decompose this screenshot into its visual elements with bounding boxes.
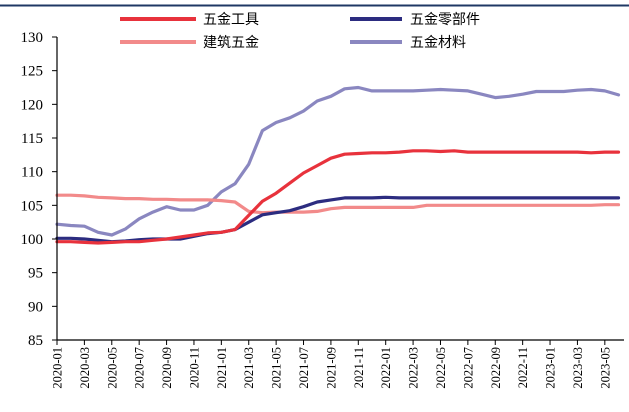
x-tick-label: 2020-07 — [133, 347, 147, 389]
series-line — [55, 149, 621, 245]
legend-label: 建筑五金 — [203, 35, 259, 51]
y-tick-label: 100 — [21, 232, 44, 248]
y-tick-label: 110 — [21, 165, 43, 181]
series-line — [55, 85, 621, 237]
y-tick-label: 90 — [28, 299, 43, 315]
x-axis-ticks: 2020-01 2020-03 2020-05 2020-07 2020-09 2020-… — [51, 340, 612, 389]
y-tick-label: 130 — [21, 30, 44, 46]
x-tick-label: 2021-07 — [297, 347, 311, 389]
x-tick-label: 2022-11 — [516, 347, 530, 388]
x-tick-label: 2022-01 — [379, 347, 393, 389]
x-tick-label: 2021-03 — [242, 347, 256, 389]
x-tick-label: 2022-09 — [489, 347, 503, 389]
x-tick-label: 2022-03 — [407, 347, 421, 389]
x-tick-label: 2022-07 — [461, 347, 475, 389]
x-tick-label: 2023-01 — [544, 347, 558, 389]
legend-label: 五金工具 — [203, 12, 259, 28]
x-tick-label: 2023-03 — [571, 347, 585, 389]
x-tick-label: 2020-11 — [187, 347, 201, 388]
x-tick-label: 2021-05 — [270, 347, 284, 389]
y-tick-label: 125 — [21, 64, 44, 80]
legend-label: 五金零部件 — [410, 12, 480, 28]
y-tick-label: 85 — [28, 333, 43, 349]
x-tick-label: 2022-05 — [434, 347, 448, 389]
y-tick-label: 120 — [21, 97, 44, 113]
series-line — [55, 193, 621, 215]
x-tick-label: 2023-05 — [598, 347, 612, 389]
x-tick-label: 2020-03 — [78, 347, 92, 389]
x-tick-label: 2021-11 — [352, 347, 366, 388]
x-tick-label: 2020-01 — [51, 347, 65, 389]
series-layer — [55, 85, 621, 245]
y-axis-ticks: 130 125 120 115 110 105 100 95 90 85 — [21, 30, 57, 349]
y-tick-label: 95 — [28, 266, 43, 282]
y-tick-label: 115 — [21, 131, 43, 147]
x-tick-label: 2020-09 — [160, 347, 174, 389]
y-tick-label: 105 — [21, 198, 44, 214]
legend-label: 五金材料 — [410, 35, 466, 51]
x-tick-label: 2021-09 — [324, 347, 338, 389]
x-tick-label: 2020-05 — [105, 347, 119, 389]
x-tick-label: 2021-01 — [215, 347, 229, 389]
